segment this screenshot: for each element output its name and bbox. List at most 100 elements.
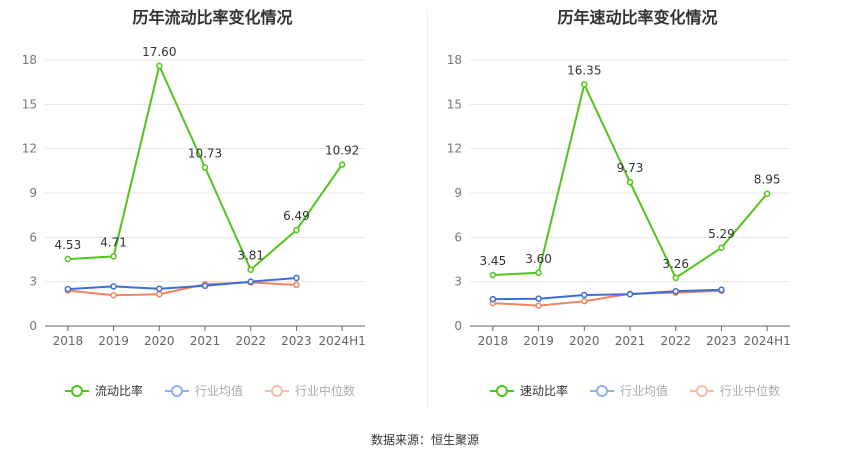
data-point xyxy=(293,281,300,289)
legend-item[interactable]: 行业中位数 xyxy=(690,383,780,398)
x-tick-label: 2020 xyxy=(144,334,175,348)
y-tick-label: 6 xyxy=(29,230,37,244)
x-tick-label: 2018 xyxy=(478,334,509,348)
data-label: 8.95 xyxy=(754,173,781,187)
y-tick-label: 9 xyxy=(454,186,462,200)
legend-label: 行业均值 xyxy=(195,383,243,398)
chart-panel-quick-ratio: 历年速动比率变化情况 0 3 6 9 12 15 18 2018 2019 2020 2021 202… xyxy=(425,0,850,420)
series-line xyxy=(67,281,297,297)
data-label: 10.73 xyxy=(188,146,222,160)
data-point xyxy=(626,290,634,298)
legend-item[interactable]: 行业中位数 xyxy=(265,383,355,398)
legend-item[interactable]: 速动比率 xyxy=(490,383,568,398)
data-point xyxy=(293,226,300,234)
data-point xyxy=(110,283,117,290)
legend-label: 速动比率 xyxy=(520,383,568,398)
x-tick-label: 2021 xyxy=(615,334,646,348)
data-label: 6.49 xyxy=(283,209,310,223)
legend-marker xyxy=(596,385,608,397)
panel-divider xyxy=(427,10,428,410)
legend-label: 流动比率 xyxy=(95,383,143,398)
y-tick-label: 0 xyxy=(454,319,462,333)
legend-label: 行业中位数 xyxy=(720,383,780,398)
data-label: 9.73 xyxy=(617,161,644,175)
y-tick-label: 3 xyxy=(454,275,462,289)
data-point xyxy=(110,292,117,299)
data-point xyxy=(535,302,542,309)
data-point xyxy=(535,295,542,302)
x-tick-label: 2020 xyxy=(569,334,600,348)
chart-title: 历年流动比率变化情况 xyxy=(132,8,293,27)
legend-marker xyxy=(171,385,183,397)
legend-label: 行业均值 xyxy=(620,383,668,398)
y-tick-label: 12 xyxy=(22,142,37,156)
data-point xyxy=(535,269,542,277)
data-point xyxy=(247,278,254,285)
data-point xyxy=(156,62,163,70)
data-point xyxy=(338,161,346,168)
data-point xyxy=(489,295,497,303)
data-point xyxy=(201,164,209,171)
data-label: 3.45 xyxy=(479,254,506,268)
data-point xyxy=(718,286,725,294)
chart-panel-current-ratio: 历年流动比率变化情况 0 3 6 9 12 15 18 2018 2019 2020 2021 202… xyxy=(0,0,425,420)
data-label: 17.60 xyxy=(142,45,176,59)
data-point xyxy=(156,290,163,298)
data-point xyxy=(581,81,588,88)
y-tick-label: 18 xyxy=(22,53,37,67)
x-tick-label: 2024H1 xyxy=(744,334,791,348)
x-tick-label: 2018 xyxy=(53,334,84,348)
series-line xyxy=(492,289,722,307)
legend-item[interactable]: 行业均值 xyxy=(590,383,668,398)
data-label: 3.81 xyxy=(237,249,264,263)
y-tick-label: 9 xyxy=(29,186,37,200)
x-tick-label: 2024H1 xyxy=(319,334,366,348)
data-point xyxy=(293,274,300,282)
data-point xyxy=(489,271,497,279)
x-tick-label: 2022 xyxy=(660,334,691,348)
data-point xyxy=(110,253,117,260)
legend-marker xyxy=(496,385,508,397)
data-point xyxy=(156,285,163,293)
data-label: 5.29 xyxy=(708,227,735,241)
chart-svg: 0 3 6 9 12 15 18 2018 2019 2020 2021 2022 2023 2024H1… xyxy=(22,45,366,398)
data-label: 16.35 xyxy=(567,63,601,77)
data-point xyxy=(247,266,254,273)
chart-title: 历年速动比率变化情况 xyxy=(557,8,718,27)
x-tick-label: 2019 xyxy=(523,334,554,348)
data-point xyxy=(64,255,72,263)
legend-item[interactable]: 流动比率 xyxy=(65,383,143,398)
x-tick-label: 2019 xyxy=(98,334,129,348)
legend-marker xyxy=(271,385,283,397)
chart-svg: 0 3 6 9 12 15 18 2018 2019 2020 2021 2022 2023 2024H1… xyxy=(447,53,791,398)
data-label: 4.53 xyxy=(54,238,81,252)
y-tick-label: 6 xyxy=(454,230,462,244)
legend-item[interactable]: 行业均值 xyxy=(165,383,243,398)
y-tick-label: 15 xyxy=(22,97,37,111)
data-point xyxy=(718,244,725,252)
data-point xyxy=(672,274,679,282)
data-label: 3.26 xyxy=(662,257,689,271)
y-tick-label: 3 xyxy=(29,275,37,289)
data-point xyxy=(763,190,771,197)
x-tick-label: 2023 xyxy=(706,334,737,348)
y-tick-label: 12 xyxy=(447,142,462,156)
data-label: 3.60 xyxy=(525,252,552,266)
y-tick-label: 15 xyxy=(447,97,462,111)
legend-marker xyxy=(696,385,708,397)
series-line xyxy=(67,277,297,291)
data-point xyxy=(201,282,209,290)
data-point xyxy=(626,178,634,186)
data-label: 4.71 xyxy=(100,235,127,249)
data-point xyxy=(64,285,72,293)
data-point xyxy=(581,291,588,299)
data-label: 10.92 xyxy=(325,144,359,158)
x-tick-label: 2022 xyxy=(235,334,266,348)
data-source-note: 数据来源：恒生聚源 xyxy=(370,433,479,447)
x-tick-label: 2021 xyxy=(190,334,221,348)
y-tick-label: 0 xyxy=(29,319,37,333)
data-point xyxy=(672,288,679,295)
y-tick-label: 18 xyxy=(447,53,462,67)
series-line xyxy=(492,288,722,301)
legend-marker xyxy=(71,385,83,397)
